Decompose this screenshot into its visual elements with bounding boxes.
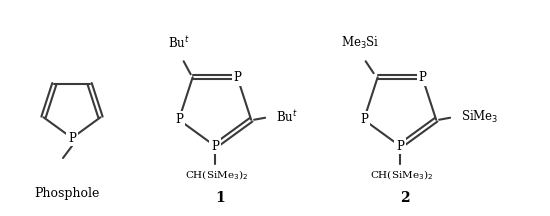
Text: 1: 1 <box>215 191 225 205</box>
Text: Me$_3$Si: Me$_3$Si <box>340 35 379 51</box>
Text: SiMe$_3$: SiMe$_3$ <box>461 109 499 125</box>
Text: Phosphole: Phosphole <box>34 187 100 200</box>
Text: P: P <box>68 132 76 145</box>
Text: P: P <box>175 113 183 126</box>
Text: P: P <box>360 113 368 126</box>
Text: Bu$^t$: Bu$^t$ <box>168 36 190 51</box>
Text: P: P <box>233 71 241 84</box>
Text: Bu$^t$: Bu$^t$ <box>276 109 298 125</box>
Text: 2: 2 <box>400 191 410 205</box>
Text: P: P <box>419 71 426 84</box>
Text: P: P <box>211 140 219 152</box>
Text: CH(SiMe$_3$)$_2$: CH(SiMe$_3$)$_2$ <box>185 168 249 182</box>
Text: P: P <box>396 140 404 152</box>
Text: CH(SiMe$_3$)$_2$: CH(SiMe$_3$)$_2$ <box>370 168 433 182</box>
